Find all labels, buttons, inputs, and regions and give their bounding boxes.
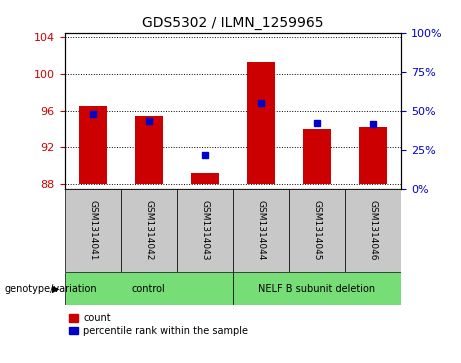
- Text: NELF B subunit deletion: NELF B subunit deletion: [258, 284, 376, 294]
- Text: ▶: ▶: [53, 284, 60, 294]
- Bar: [247, 62, 275, 184]
- Text: control: control: [132, 284, 165, 294]
- Text: GSM1314041: GSM1314041: [88, 200, 97, 261]
- Bar: [121, 189, 177, 272]
- Bar: [233, 189, 289, 272]
- Text: GSM1314045: GSM1314045: [313, 200, 321, 261]
- Bar: [177, 189, 233, 272]
- Bar: [191, 173, 219, 184]
- Bar: [303, 129, 331, 184]
- Text: genotype/variation: genotype/variation: [5, 284, 97, 294]
- Bar: [359, 127, 387, 184]
- Title: GDS5302 / ILMN_1259965: GDS5302 / ILMN_1259965: [142, 16, 324, 30]
- Bar: [65, 189, 121, 272]
- Legend: count, percentile rank within the sample: count, percentile rank within the sample: [70, 313, 248, 336]
- Bar: [345, 189, 401, 272]
- Bar: [135, 116, 163, 184]
- Bar: [233, 272, 401, 305]
- Bar: [289, 189, 345, 272]
- Text: GSM1314044: GSM1314044: [256, 200, 266, 261]
- Bar: [78, 106, 106, 184]
- Text: GSM1314042: GSM1314042: [144, 200, 153, 261]
- Text: GSM1314046: GSM1314046: [368, 200, 378, 261]
- Bar: [65, 272, 233, 305]
- Text: GSM1314043: GSM1314043: [200, 200, 209, 261]
